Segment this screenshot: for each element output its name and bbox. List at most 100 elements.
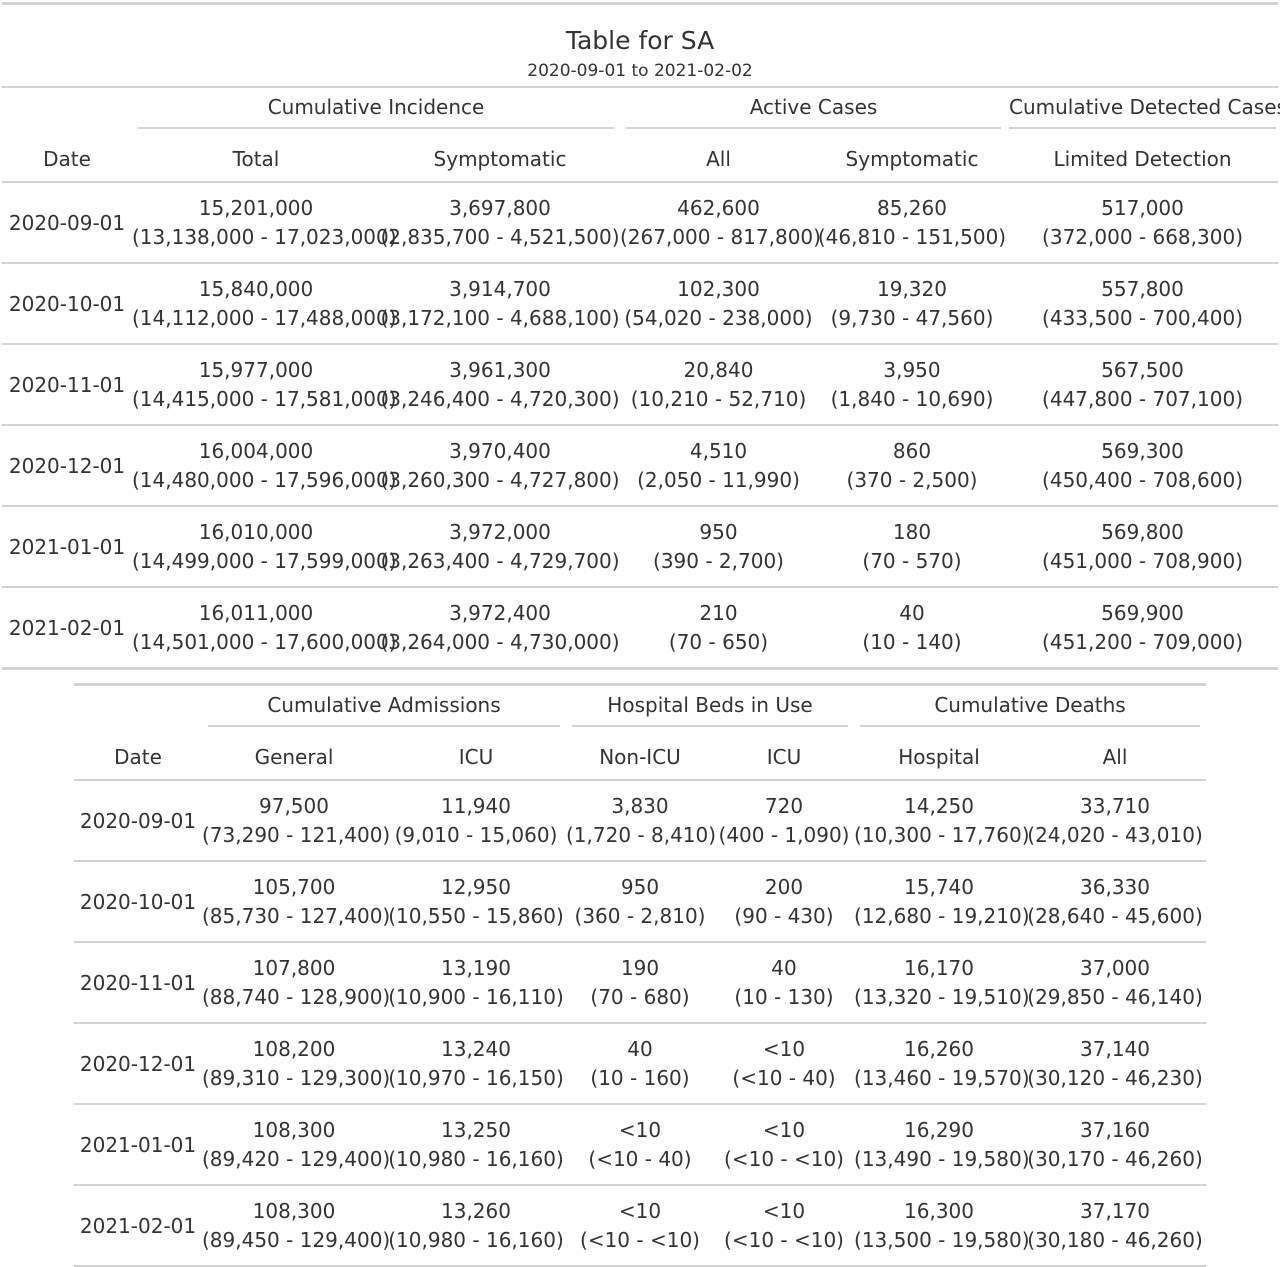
value-cell: 16,300 (13,500 - 19,580) <box>854 1185 1030 1267</box>
confidence-interval: (29,850 - 46,140) <box>1027 984 1203 1009</box>
confidence-interval: (2,050 - 11,990) <box>637 467 800 492</box>
spanner-label: Cumulative Admissions <box>208 693 560 727</box>
date-cell: 2020-11-01 <box>74 942 202 1024</box>
point-estimate: 567,500 <box>1101 357 1184 382</box>
date-cell: 2020-10-01 <box>2 263 132 345</box>
confidence-interval: (30,120 - 46,230) <box>1027 1065 1203 1090</box>
date-cell: 2020-09-01 <box>74 780 202 862</box>
value-cell: 37,170 (30,180 - 46,260) <box>1024 1185 1207 1267</box>
value-cell: 3,970,400 (3,260,300 - 4,727,800) <box>380 425 620 507</box>
confidence-interval: (10,980 - 16,160) <box>388 1227 564 1252</box>
confidence-interval: (13,500 - 19,580) <box>854 1227 1030 1252</box>
spanner-active-cases: Active Cases <box>620 87 1007 136</box>
value-cell: 210 (70 - 650) <box>620 587 817 670</box>
value-cell: 15,740 (12,680 - 19,210) <box>854 861 1030 943</box>
table-row: 2021-01-01 16,010,000 (14,499,000 - 17,599… <box>2 506 1279 588</box>
confidence-interval: (360 - 2,810) <box>574 903 706 928</box>
confidence-interval: (14,112,000 - 17,488,000) <box>132 305 397 330</box>
value-cell: 569,300 (450,400 - 708,600) <box>1007 425 1279 507</box>
point-estimate: 20,840 <box>683 357 754 382</box>
column-header-hospital: Hospital <box>854 734 1025 781</box>
value-cell: 15,977,000 (14,415,000 - 17,581,000) <box>132 344 397 426</box>
confidence-interval: (<10 - <10) <box>580 1227 700 1252</box>
confidence-interval: (3,263,400 - 4,729,700) <box>380 548 620 573</box>
confidence-interval: (14,415,000 - 17,581,000) <box>132 386 397 411</box>
value-cell: <10 (<10 - <10) <box>714 1185 855 1267</box>
point-estimate: 13,250 <box>441 1117 511 1142</box>
point-estimate: 108,300 <box>252 1198 336 1223</box>
value-cell: 16,011,000 (14,501,000 - 17,600,000) <box>132 587 397 670</box>
table-row: 2020-11-01 107,800 (88,740 - 128,900) 13,19… <box>74 942 1207 1024</box>
table-row: 2021-02-01 16,011,000 (14,501,000 - 17,600… <box>2 587 1279 670</box>
point-estimate: 200 <box>764 874 804 899</box>
confidence-interval: (433,500 - 700,400) <box>1042 305 1243 330</box>
point-estimate: 569,800 <box>1101 519 1184 544</box>
confidence-interval: (14,480,000 - 17,596,000) <box>132 467 397 492</box>
point-estimate: 108,300 <box>252 1117 336 1142</box>
value-cell: 85,260 (46,810 - 151,500) <box>817 182 1007 264</box>
point-estimate: 3,914,700 <box>449 276 551 301</box>
value-cell: 20,840 (10,210 - 52,710) <box>620 344 817 426</box>
point-estimate: 3,972,400 <box>449 600 551 625</box>
point-estimate: 16,004,000 <box>198 438 314 463</box>
confidence-interval: (85,730 - 127,400) <box>202 903 391 928</box>
spanner-cumulative-incidence: Cumulative Incidence <box>132 87 620 136</box>
value-cell: 37,140 (30,120 - 46,230) <box>1024 1023 1207 1105</box>
value-cell: 3,830 (1,720 - 8,410) <box>566 780 716 862</box>
table-row: 2021-01-01 108,300 (89,420 - 129,400) 13,25… <box>74 1104 1207 1186</box>
point-estimate: 950 <box>620 874 660 899</box>
point-estimate: 3,970,400 <box>449 438 551 463</box>
confidence-interval: (73,290 - 121,400) <box>202 822 391 847</box>
column-header-all: All <box>1024 734 1207 781</box>
point-estimate: 4,510 <box>689 438 748 463</box>
point-estimate: <10 <box>618 1198 662 1223</box>
confidence-interval: (12,680 - 19,210) <box>854 903 1030 928</box>
confidence-interval: (13,460 - 19,570) <box>854 1065 1030 1090</box>
column-header-limited-detection: Limited Detection <box>1007 136 1279 183</box>
point-estimate: 15,740 <box>904 874 974 899</box>
confidence-interval: (267,000 - 817,800) <box>620 224 821 249</box>
value-cell: 3,950 (1,840 - 10,690) <box>817 344 1007 426</box>
value-cell: 108,200 (89,310 - 129,300) <box>202 1023 390 1105</box>
date-cell: 2020-10-01 <box>74 861 202 943</box>
confidence-interval: (88,740 - 128,900) <box>202 984 391 1009</box>
value-cell: 15,201,000 (13,138,000 - 17,023,000) <box>132 182 397 264</box>
confidence-interval: (451,000 - 708,900) <box>1042 548 1243 573</box>
table-row: 2020-12-01 108,200 (89,310 - 129,300) 13,24… <box>74 1023 1207 1105</box>
point-estimate: 569,300 <box>1101 438 1184 463</box>
point-estimate: 14,250 <box>904 793 974 818</box>
point-estimate: 462,600 <box>677 195 760 220</box>
point-estimate: 40 <box>771 955 797 980</box>
confidence-interval: (370 - 2,500) <box>846 467 978 492</box>
value-cell: 860 (370 - 2,500) <box>817 425 1007 507</box>
value-cell: 33,710 (24,020 - 43,010) <box>1024 780 1207 862</box>
value-cell: 14,250 (10,300 - 17,760) <box>854 780 1030 862</box>
value-cell: 462,600 (267,000 - 817,800) <box>620 182 821 264</box>
point-estimate: 37,140 <box>1080 1036 1150 1061</box>
confidence-interval: (1,840 - 10,690) <box>830 386 994 411</box>
point-estimate: 16,010,000 <box>198 519 314 544</box>
value-cell: 13,190 (10,900 - 16,110) <box>386 942 566 1024</box>
value-cell: 36,330 (28,640 - 45,600) <box>1024 861 1207 943</box>
value-cell: 4,510 (2,050 - 11,990) <box>620 425 817 507</box>
point-estimate: 15,977,000 <box>198 357 314 382</box>
confidence-interval: (10 - 160) <box>590 1065 690 1090</box>
confidence-interval: (9,730 - 47,560) <box>830 305 994 330</box>
confidence-interval: (30,170 - 46,260) <box>1027 1146 1203 1171</box>
point-estimate: 950 <box>699 519 738 544</box>
point-estimate: 13,190 <box>441 955 511 980</box>
value-cell: 13,240 (10,970 - 16,150) <box>386 1023 566 1105</box>
table-row: 2021-02-01 108,300 (89,450 - 129,400) 13,26… <box>74 1185 1207 1267</box>
value-cell: 107,800 (88,740 - 128,900) <box>202 942 391 1024</box>
spanner-cumulative-deaths: Cumulative Deaths <box>854 685 1206 735</box>
point-estimate: 210 <box>699 600 738 625</box>
value-cell: 557,800 (433,500 - 700,400) <box>1007 263 1279 345</box>
confidence-interval: (3,260,300 - 4,727,800) <box>380 467 620 492</box>
value-cell: <10 (<10 - 40) <box>566 1104 714 1186</box>
confidence-interval: (89,450 - 129,400) <box>202 1227 391 1252</box>
point-estimate: 860 <box>892 438 932 463</box>
value-cell: 108,300 (89,420 - 129,400) <box>202 1104 390 1186</box>
incidence-table: Table for SA 2020-09-01 to 2021-02-02 Da… <box>2 2 1280 670</box>
confidence-interval: (10 - 130) <box>734 984 834 1009</box>
value-cell: 3,972,000 (3,263,400 - 4,729,700) <box>380 506 620 588</box>
